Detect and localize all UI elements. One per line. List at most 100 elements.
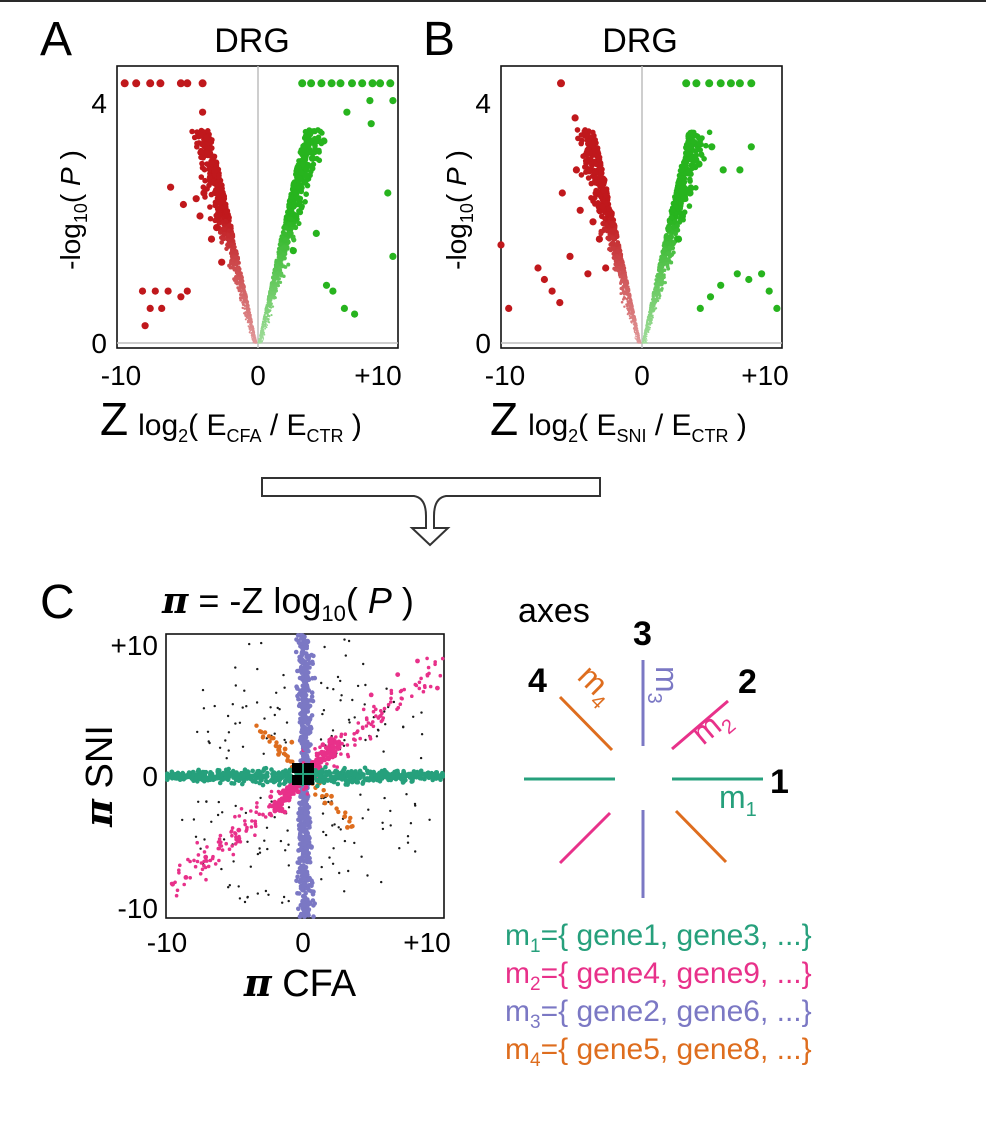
volcano-point (578, 140, 584, 147)
volcano-point (199, 165, 206, 171)
m4-point (324, 792, 329, 798)
up-regulated-point (366, 97, 374, 105)
volcano-point (271, 295, 274, 298)
volcano-point (645, 342, 647, 344)
unassigned-point (360, 855, 363, 858)
m2-point (249, 809, 253, 813)
m2-point (175, 888, 180, 893)
volcano-point (686, 203, 693, 209)
volcano-point (191, 134, 198, 141)
m3-point (293, 649, 299, 655)
unassigned-point (323, 645, 326, 649)
unassigned-point (287, 806, 291, 809)
volcano-point (661, 275, 666, 280)
unassigned-point (384, 723, 387, 726)
volcano-point (306, 149, 313, 156)
volcano-point (223, 208, 230, 215)
m2-point (379, 713, 383, 718)
m2-point (188, 859, 192, 864)
unassigned-point (375, 735, 379, 738)
volcano-point (659, 265, 664, 270)
m3-point (296, 906, 301, 912)
volcano-point (649, 322, 652, 325)
m3-point (297, 826, 302, 832)
down-regulated-point (151, 287, 159, 295)
unassigned-point (243, 900, 247, 904)
m2-point (335, 765, 340, 769)
up-regulated-point (690, 131, 698, 139)
volcano-point (309, 165, 316, 172)
volcano-point (644, 331, 646, 333)
unassigned-point (331, 824, 334, 827)
panel-c: C π = -Z log10( P ) +10 0 -10 -10 0 +10 … (40, 576, 451, 1005)
volcano-point (204, 161, 210, 167)
up-regulated-point (312, 229, 320, 237)
unassigned-point (287, 899, 290, 903)
volcano-point (206, 166, 213, 173)
volcano-point (270, 314, 273, 317)
up-regulated-point (327, 79, 336, 88)
unassigned-point (276, 706, 279, 710)
volcano-point (646, 318, 649, 321)
m3-point (306, 886, 311, 892)
m2-point (360, 725, 365, 729)
unassigned-point (224, 739, 227, 742)
volcano-point (668, 214, 675, 221)
volcano-point (246, 307, 249, 310)
unassigned-point (216, 813, 220, 817)
up-regulated-point (329, 287, 337, 295)
m4-point (348, 815, 353, 821)
volcano-point (634, 337, 636, 339)
unassigned-point (234, 684, 237, 687)
volcano-point (655, 274, 659, 278)
volcano-point (266, 324, 269, 327)
volcano-point (703, 142, 709, 149)
volcano-point (254, 334, 256, 337)
m2-point (268, 794, 274, 800)
unassigned-point (398, 847, 401, 850)
unassigned-point (412, 715, 415, 718)
volcano-point (294, 165, 300, 172)
volcano-point (261, 339, 263, 342)
volcano-point (674, 223, 680, 229)
volcano-point (591, 139, 597, 145)
unassigned-point (336, 675, 340, 679)
up-regulated-point (773, 304, 781, 312)
down-regulated-point (213, 224, 221, 232)
volcano-point (606, 205, 612, 212)
volcano-point (244, 318, 247, 321)
volcano-point (628, 311, 631, 314)
down-regulated-point (584, 270, 592, 278)
volcano-point (651, 293, 655, 297)
volcano-point (272, 267, 277, 272)
up-regulated-point (719, 166, 727, 174)
down-regulated-point (595, 235, 604, 243)
volcano-point (200, 184, 207, 190)
m2-point (231, 852, 236, 857)
volcano-point (654, 278, 658, 282)
m2-point (282, 794, 288, 799)
volcano-point (585, 175, 592, 181)
volcano-point (649, 320, 651, 323)
m3-point (303, 872, 309, 878)
m2-point (227, 847, 232, 851)
unassigned-point (359, 793, 362, 796)
down-regulated-point (199, 108, 207, 116)
m2-point (245, 825, 249, 830)
volcano-point (209, 159, 215, 166)
m3-point (309, 883, 314, 889)
m2-point (295, 789, 301, 795)
unassigned-point (331, 729, 335, 732)
up-regulated-point (705, 79, 714, 88)
volcano-point (265, 308, 269, 311)
volcano-point (276, 284, 280, 288)
unassigned-point (259, 796, 262, 800)
panel-b-ytick-4: 4 (475, 88, 491, 119)
volcano-point (248, 320, 251, 323)
unassigned-point (269, 706, 272, 709)
unassigned-point (238, 721, 242, 724)
volcano-point (237, 287, 241, 291)
volcano-point (286, 204, 292, 210)
volcano-point (631, 316, 635, 319)
